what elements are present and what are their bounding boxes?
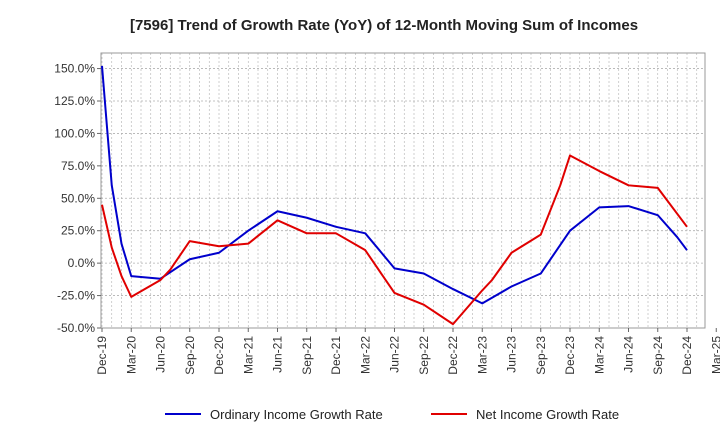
y-tick-label: 100.0% bbox=[54, 126, 95, 140]
legend-label: Ordinary Income Growth Rate bbox=[210, 407, 383, 422]
y-tick-label: 50.0% bbox=[61, 191, 95, 205]
x-tick-label: Mar-21 bbox=[241, 336, 255, 374]
x-tick-label: Mar-23 bbox=[475, 336, 489, 374]
x-tick-label: Jun-20 bbox=[154, 336, 168, 373]
x-tick-label: Dec-20 bbox=[212, 336, 226, 375]
x-tick-label: Sep-22 bbox=[417, 336, 431, 375]
y-tick-label: -50.0% bbox=[57, 321, 95, 335]
x-tick-label: Sep-24 bbox=[651, 336, 665, 375]
y-axis: 150.0% 125.0% 100.0% 75.0% 50.0% 25.0% 0.0% -25… bbox=[54, 62, 101, 335]
x-tick-label: Sep-21 bbox=[300, 336, 314, 375]
x-tick-label: Dec-19 bbox=[95, 336, 109, 375]
x-tick-label: Mar-22 bbox=[358, 336, 372, 374]
x-tick-label: Dec-22 bbox=[446, 336, 460, 375]
x-tick-label: Sep-20 bbox=[183, 336, 197, 375]
y-tick-label: -25.0% bbox=[57, 289, 95, 303]
x-tick-label: Jun-21 bbox=[271, 336, 285, 373]
x-tick-label: Jun-24 bbox=[622, 336, 636, 373]
x-tick-label: Dec-21 bbox=[329, 336, 343, 375]
x-tick-label: Mar-24 bbox=[592, 336, 606, 374]
series-line-net-income bbox=[101, 154, 688, 326]
x-tick-label: Dec-23 bbox=[563, 336, 577, 375]
y-tick-label: 0.0% bbox=[68, 256, 96, 270]
x-tick-label: Mar-25 bbox=[709, 336, 720, 374]
y-tick-label: 75.0% bbox=[61, 159, 95, 173]
series-line-ordinary-income bbox=[101, 65, 688, 305]
x-tick-label: Sep-23 bbox=[534, 336, 548, 375]
x-tick-label: Mar-20 bbox=[124, 336, 138, 374]
plot-area bbox=[100, 52, 706, 329]
y-tick-label: 125.0% bbox=[54, 94, 95, 108]
y-tick-label: 150.0% bbox=[54, 62, 95, 76]
grid-lines bbox=[101, 53, 705, 329]
legend-label: Net Income Growth Rate bbox=[476, 407, 619, 422]
x-tick-label: Jun-23 bbox=[505, 336, 519, 373]
x-tick-label: Dec-24 bbox=[680, 336, 694, 375]
legend: Ordinary Income Growth Rate Net Income Gr… bbox=[165, 407, 619, 422]
y-tick-label: 25.0% bbox=[61, 224, 95, 238]
chart-title: [7596] Trend of Growth Rate (YoY) of 12-… bbox=[130, 17, 638, 34]
x-tick-label: Jun-22 bbox=[388, 336, 402, 373]
x-axis: Dec-19 Mar-20 Jun-20 Sep-20 Dec-20 Mar-21 Jun-… bbox=[95, 328, 720, 375]
series-lines bbox=[101, 65, 688, 326]
